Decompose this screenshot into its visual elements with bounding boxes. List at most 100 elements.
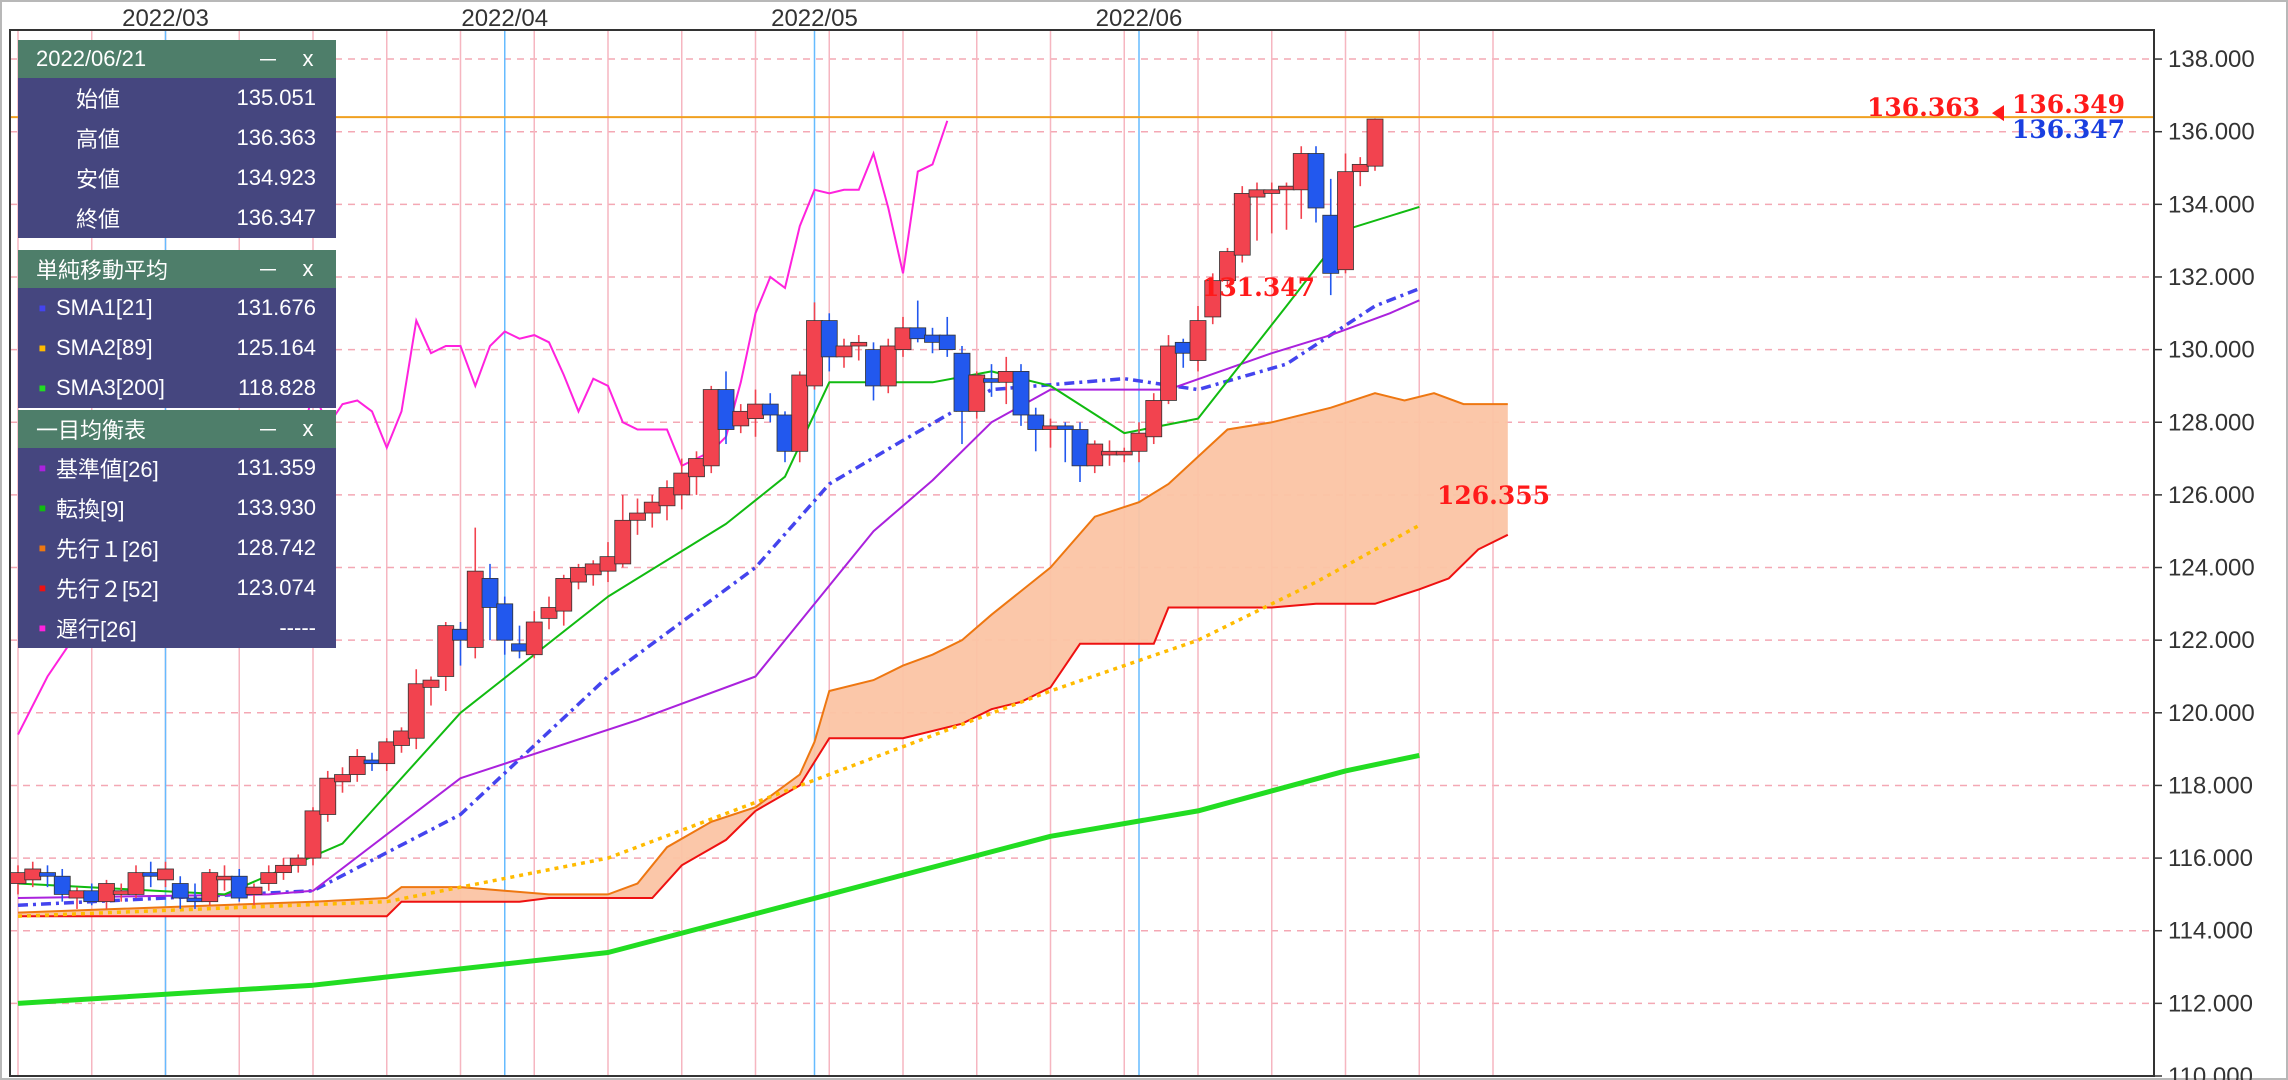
candle-body bbox=[584, 563, 602, 576]
senkou2-line bbox=[18, 533, 1509, 918]
panel-row-label: 遅行[26] bbox=[56, 617, 137, 642]
candle-body bbox=[1042, 425, 1059, 430]
panel-row-value: 125.164 bbox=[236, 335, 316, 360]
candle-body bbox=[466, 570, 484, 648]
candle-body bbox=[820, 320, 838, 358]
candle-body bbox=[806, 320, 823, 387]
candle-body bbox=[1189, 320, 1207, 361]
candle-body bbox=[1012, 371, 1030, 416]
y-tick-label: 120.000 bbox=[2168, 700, 2255, 727]
candle-body bbox=[363, 759, 381, 765]
close-button[interactable]: x bbox=[302, 46, 314, 71]
close-button[interactable]: x bbox=[302, 256, 314, 281]
candle-body bbox=[688, 458, 705, 478]
candle-body bbox=[1248, 189, 1266, 198]
candle-body bbox=[629, 512, 646, 521]
panel-row-label: SMA2[89] bbox=[56, 335, 153, 360]
candle-body bbox=[319, 777, 337, 815]
panel-row-value: 133.930 bbox=[236, 495, 316, 520]
candle-body bbox=[658, 487, 676, 507]
candle-body bbox=[968, 374, 986, 412]
y-tick-label: 114.000 bbox=[2168, 918, 2253, 945]
candle-body bbox=[112, 890, 130, 895]
y-tick-label: 122.000 bbox=[2168, 627, 2255, 654]
candle-body bbox=[1366, 118, 1384, 167]
candle-body bbox=[1351, 163, 1369, 173]
candle-body bbox=[39, 872, 56, 877]
candle-body bbox=[452, 628, 469, 641]
ichimoku-panel-title: 一目均衡表 bbox=[36, 418, 147, 443]
candle-body bbox=[997, 371, 1015, 383]
candle-body bbox=[245, 886, 263, 895]
candle-body bbox=[334, 774, 351, 783]
sma-panel-title: 単純移動平均 bbox=[36, 258, 169, 283]
candle-body bbox=[511, 643, 528, 652]
panel-row-value: 123.074 bbox=[236, 575, 316, 600]
candle-body bbox=[393, 730, 410, 746]
y-tick-label: 112.000 bbox=[2168, 990, 2253, 1017]
x-tick-label: 2022/04 bbox=[461, 5, 548, 32]
candle-body bbox=[1027, 414, 1045, 430]
x-tick-label: 2022/03 bbox=[122, 5, 209, 32]
candle-body bbox=[1160, 345, 1177, 401]
y-tick-label: 126.000 bbox=[2168, 482, 2255, 509]
candle-body bbox=[201, 872, 219, 903]
candle-body bbox=[865, 349, 882, 387]
candle-body bbox=[1337, 171, 1354, 271]
candle-body bbox=[1174, 341, 1192, 354]
legend-marker: ■ bbox=[38, 461, 46, 475]
x-tick-label: 2022/06 bbox=[1096, 5, 1183, 32]
candle-body bbox=[1204, 280, 1222, 318]
candle-body bbox=[1130, 432, 1148, 452]
candle-body bbox=[879, 345, 897, 387]
candle-body bbox=[555, 578, 573, 612]
candle-body bbox=[1307, 153, 1325, 209]
close-button[interactable]: x bbox=[302, 416, 314, 441]
minimize-button[interactable]: － bbox=[256, 48, 279, 73]
x-axis-labels: 2022/03 2022/04 2022/05 2022/06 bbox=[122, 5, 1182, 32]
candle-body bbox=[1322, 214, 1340, 274]
y-tick-label: 118.000 bbox=[2168, 772, 2253, 799]
candlesticks bbox=[9, 118, 1384, 909]
last-price-marker bbox=[1992, 105, 2004, 122]
plot-frame bbox=[9, 29, 2155, 1077]
low-annotation: 126.355 bbox=[1437, 481, 1550, 510]
panel-row-value: 128.742 bbox=[236, 535, 316, 560]
minimize-button[interactable]: － bbox=[256, 258, 279, 283]
candle-body bbox=[717, 389, 735, 430]
candle-body bbox=[599, 556, 617, 572]
candle-body bbox=[289, 857, 307, 866]
candle-body bbox=[53, 875, 71, 895]
legend-marker: ■ bbox=[38, 501, 46, 515]
candle-body bbox=[142, 872, 160, 877]
candle-body bbox=[761, 403, 779, 416]
high-annotation: 131.347 bbox=[1202, 273, 1315, 302]
panel-row-label: 安値 bbox=[76, 167, 121, 192]
panel-row-value: 135.051 bbox=[236, 85, 316, 110]
y-axis-labels: 110.000 112.000 114.000 116.000 118.000 120.0… bbox=[2154, 46, 2255, 1080]
candle-body bbox=[791, 374, 809, 452]
senkou1-line bbox=[17, 392, 1508, 914]
candle-body bbox=[747, 403, 764, 420]
candle-body bbox=[9, 872, 27, 884]
candle-body bbox=[938, 334, 956, 351]
legend-marker: ■ bbox=[38, 621, 46, 635]
panel-row-label: 終値 bbox=[76, 207, 121, 232]
candle-body bbox=[643, 501, 661, 514]
candle-body bbox=[702, 389, 720, 467]
last-close-red: 136.349 bbox=[2012, 90, 2125, 119]
panel-row-value: 131.676 bbox=[236, 295, 316, 320]
sma-panel: 単純移動平均 － x ■ SMA1[21] 131.676 ■ SMA2[89] 125.… bbox=[18, 250, 336, 408]
candle-body bbox=[850, 341, 868, 347]
minimize-button[interactable]: － bbox=[256, 418, 279, 443]
panel-row-value: 134.923 bbox=[236, 165, 316, 190]
candle-body bbox=[496, 603, 514, 641]
candle-body bbox=[437, 625, 455, 677]
panel-row: 高値 136.363 bbox=[18, 118, 336, 158]
candle-body bbox=[304, 810, 322, 859]
candle-body bbox=[230, 875, 248, 899]
legend-marker: ■ bbox=[38, 581, 46, 595]
panel-row: ■ 転換[9] 133.930 bbox=[18, 488, 336, 528]
ichimoku-panel-header: 一目均衡表 － x bbox=[18, 410, 336, 448]
